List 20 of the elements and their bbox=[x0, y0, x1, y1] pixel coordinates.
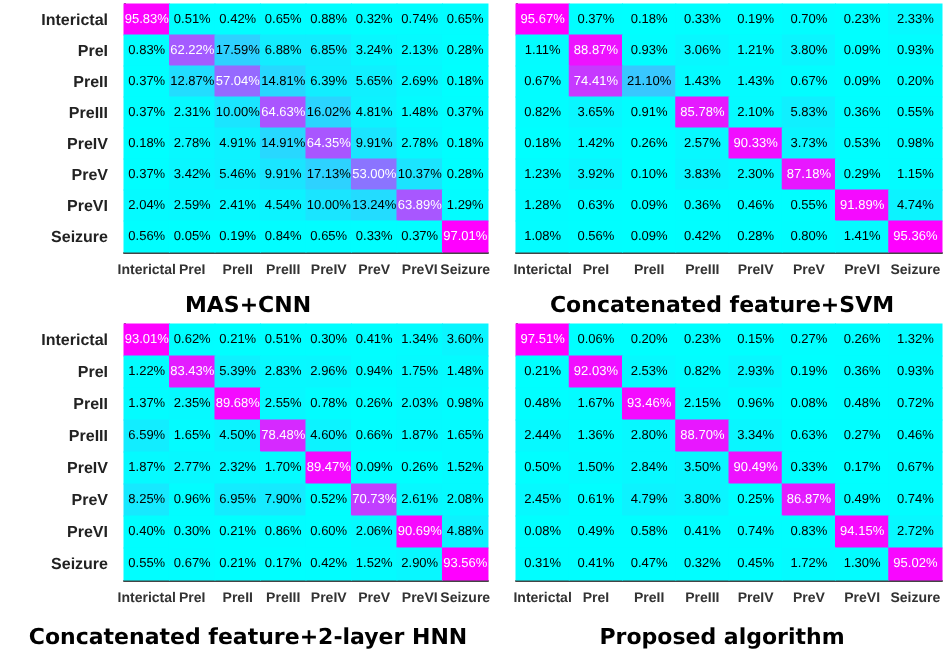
y-tick-label: PreIV bbox=[67, 459, 110, 477]
y-tick-label: PreIII bbox=[68, 427, 108, 445]
text: Concatenated feature+SVM bbox=[549, 292, 895, 318]
y-tick-label: PreI bbox=[77, 363, 108, 381]
y-tick-label: Seizure bbox=[51, 227, 110, 246]
y-tick-label: PreII bbox=[73, 395, 108, 413]
y-tick-label: PreVI bbox=[67, 196, 108, 215]
y-tick-label: PreV bbox=[71, 491, 110, 509]
y-tick-label: PreV bbox=[71, 165, 110, 184]
y-tick-label: Interictal bbox=[41, 331, 108, 349]
y-tick-label: PreII bbox=[73, 72, 108, 91]
y-tick-label: PreVI bbox=[67, 523, 108, 541]
y-tick-label: PreIV bbox=[67, 134, 110, 153]
text: Concatenated feature+2-layer HNN bbox=[28, 624, 468, 650]
y-tick-label: Seizure bbox=[51, 555, 110, 573]
text: Proposed algorithm bbox=[599, 624, 845, 650]
y-tick-label: Interictal bbox=[41, 10, 108, 29]
text: MAS+CNN bbox=[184, 292, 312, 318]
y-tick-label: PreIII bbox=[68, 103, 108, 122]
y-tick-label: PreI bbox=[77, 41, 108, 60]
